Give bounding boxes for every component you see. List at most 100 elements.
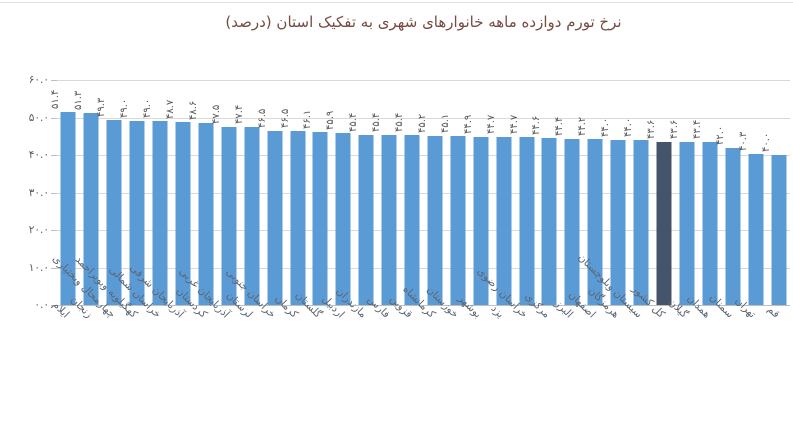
bar-slot: ۴۶.۵ کرمان (273, 80, 309, 320)
bar-value-label: ۴۰.۰ (760, 132, 772, 152)
bar-slot: ۴۴.۰ سیستان وبلوچستان (575, 80, 653, 320)
bar-value-label: ۴۶.۱ (302, 109, 314, 130)
bar-value-label: ۴۲.۰ (714, 125, 726, 145)
bar-value-label: ۴۰.۳ (737, 131, 749, 151)
bar-value-label: ۴۳.۴ (691, 119, 703, 140)
chart-title: نرخ تورم دوازده ماهه خانوارهای شهری به ت… (225, 13, 622, 31)
bar (312, 132, 328, 305)
bar (244, 127, 260, 305)
bar-slot: ۴۴.۶ مرکزی (522, 80, 561, 320)
bar (633, 140, 649, 305)
bar (175, 122, 191, 305)
bar-value-label: ۴۶.۵ (279, 108, 291, 128)
y-axis-label: ۱۰.۰ (28, 261, 49, 274)
bar (129, 121, 145, 305)
bar-slot: ۴۸.۷ آذربایجان شرقی (127, 80, 195, 320)
bar-slot: ۴۵.۴ قزوین (388, 80, 424, 320)
bar-slot: ۴۵.۴ مازندران (334, 80, 378, 320)
bar-value-label: ۴۹.۰ (142, 98, 154, 119)
bar-value-label: ۴۹.۰ (119, 98, 131, 119)
bar-slot: ۴۴.۴ البرز (553, 80, 584, 320)
y-axis-tick (51, 267, 57, 269)
bar-slot: ۴۴.۹ بوشهر (456, 80, 492, 320)
bar (335, 132, 351, 305)
bar (771, 155, 787, 305)
bar-value-label: ۴۵.۴ (348, 112, 360, 132)
bar-value-label: ۴۴.۷ (485, 115, 497, 135)
bar-value-label: ۴۵.۲ (416, 113, 428, 133)
bar (541, 137, 557, 305)
bar-value-label: ۴۴.۴ (554, 116, 566, 136)
bar-slot: ۴۵.۱ خوزستان (424, 80, 469, 320)
bar-value-label: ۴۶.۵ (256, 108, 268, 128)
bar-slot: ۴۹.۰ کهگیلویه وبویراحمد (73, 80, 149, 320)
y-axis-tick (51, 192, 57, 194)
bar-slot: ۴۷.۵ آذربایجان غربی (177, 80, 240, 320)
y-axis-label: ۴۰.۰ (28, 149, 49, 161)
bar-value-label: ۴۵.۴ (394, 112, 406, 132)
category-label: قم (764, 303, 782, 321)
bar-slot: ۴۳.۴ همدان (685, 80, 721, 320)
bar (267, 130, 283, 305)
bar-slot: ۴۴.۷ خراسان رضوی (475, 80, 538, 320)
gridline (57, 80, 790, 81)
bar-slot: ۴۳.۶ گیلان (666, 80, 698, 320)
bar-value-label: ۴۴.۶ (531, 115, 543, 135)
gridline (57, 155, 790, 156)
bar-slot: ۴۸.۶ کردستان (173, 80, 217, 320)
bar-value-label: ۴۹.۳ (96, 97, 108, 118)
y-axis-tick (51, 155, 57, 156)
bar-value-label: ۴۷.۴ (233, 104, 245, 125)
bar-slot: ۴۰.۳ تهران (733, 80, 767, 320)
bar-value-label: ۴۳.۶ (646, 119, 658, 139)
bar-value-label: ۴۵.۱ (439, 113, 451, 133)
bar-slot: ۴۵.۴ فارس (365, 80, 401, 320)
bar-slot: ۴۴.۷ یزد (486, 80, 515, 320)
bar (358, 134, 374, 305)
bar-slot: ۴۳.۶ کل کشور (629, 80, 676, 320)
bar (60, 112, 76, 305)
bar-value-label: ۴۸.۷ (164, 100, 176, 120)
bar (519, 137, 535, 305)
y-axis-label: ۵۰.۰ (28, 111, 49, 124)
bar (473, 136, 489, 305)
bar (496, 137, 512, 305)
gridline (57, 192, 790, 194)
bar-slot: ۴۵.۲ کرمانشاه (401, 80, 447, 320)
bar-value-label: ۴۵.۹ (325, 110, 337, 130)
bar (427, 135, 443, 305)
gridline (57, 230, 790, 231)
bar (679, 141, 695, 305)
bar-value-label: ۴۷.۵ (210, 104, 222, 124)
bar-value-label: ۴۸.۶ (187, 100, 199, 120)
bar (748, 153, 764, 305)
x-axis-line (57, 305, 790, 306)
bar (404, 134, 420, 305)
bar (152, 121, 168, 305)
bar-slot: ۴۹.۳ چهارمحال وبختیاری (50, 80, 126, 320)
y-axis-label: ۰.۰ (34, 299, 49, 311)
bar (290, 130, 306, 305)
y-axis-tick (51, 305, 57, 306)
y-axis-tick (51, 117, 57, 119)
bar-value-label: ۴۴.۰ (600, 117, 612, 137)
bar-slot: ۵۱.۳ زنجان (68, 80, 103, 320)
y-axis-label: ۲۰.۰ (28, 224, 49, 236)
bar-slot: ۴۲.۰ سمنان (707, 80, 744, 320)
gridline (57, 117, 790, 119)
bar-slot: ۵۱.۴ ایلام (50, 80, 80, 320)
bar (83, 112, 99, 305)
bar-value-label: ۴۴.۰ (623, 117, 635, 137)
bar-slot: ۴۶.۵ خراسان جنوبی (223, 80, 286, 320)
bar-slot: ۴۴.۰ هرمزگان (585, 80, 630, 320)
bar-slot: ۴۴.۲ اصفهان (567, 80, 607, 320)
bar-highlight-total (656, 141, 672, 305)
bar (587, 139, 603, 305)
bar (106, 120, 122, 305)
bar (725, 147, 741, 305)
gridline (57, 267, 790, 269)
bar-slot: ۴۹.۰ خراسان شمالی (106, 80, 172, 320)
bar (564, 138, 580, 305)
bar-value-label: ۵۱.۳ (73, 90, 85, 110)
plot-area: ۶۰.۰ ۵۰.۰ ۴۰.۰ ۳۰.۰ ۲۰.۰ ۱۰.۰ ۰.۰ ۵۱.۴ ایلام ۵۱.۳… (29, 74, 790, 320)
